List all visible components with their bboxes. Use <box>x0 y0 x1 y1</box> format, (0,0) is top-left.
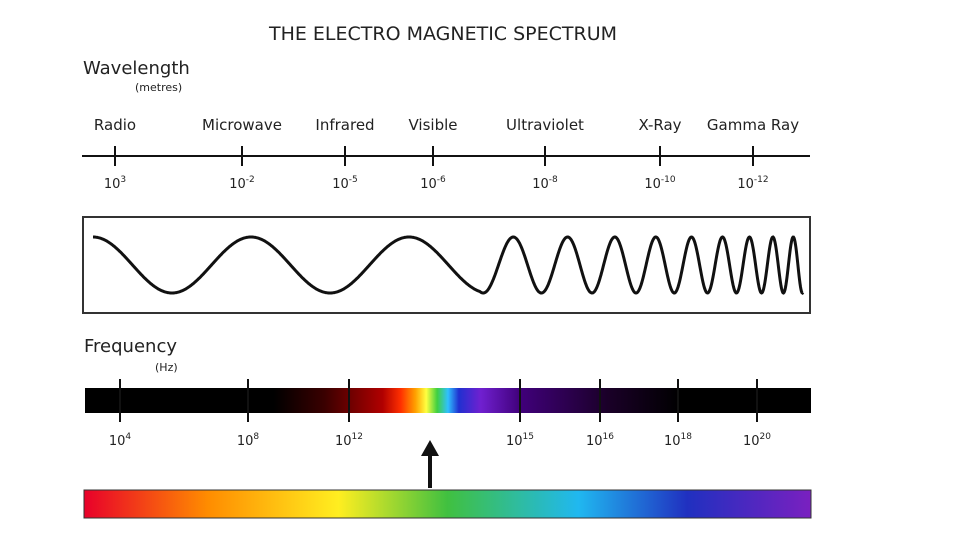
wavelength-tick-label-base: 10 <box>737 177 754 192</box>
frequency-tick-label-base: 10 <box>109 434 126 449</box>
visible-spectrum-bar <box>83 489 812 519</box>
wavelength-tick-label-exp: -8 <box>549 175 558 185</box>
band-name: Radio <box>94 116 136 134</box>
wave <box>93 235 805 295</box>
frequency-tick-label-base: 10 <box>586 434 603 449</box>
wavelength-unit: (metres) <box>135 81 182 94</box>
frequency-tick-label: 1020 <box>743 432 771 449</box>
frequency-tick-label: 108 <box>237 432 260 449</box>
wavelength-tick-label: 10-5 <box>332 175 358 192</box>
band-name: Infrared <box>315 116 374 134</box>
frequency-tick-label: 1015 <box>506 432 534 449</box>
wavelength-label: Wavelength <box>83 58 190 79</box>
wavelength-tick-label: 10-8 <box>532 175 558 192</box>
wavelength-tick-label: 10-6 <box>420 175 446 192</box>
wavelength-tick-label-base: 10 <box>420 177 437 192</box>
frequency-tick-label-base: 10 <box>237 434 254 449</box>
frequency-tick-label-exp: 12 <box>352 432 363 442</box>
frequency-tick-label-exp: 18 <box>681 432 693 442</box>
wavelength-tick-label: 10-12 <box>737 175 768 192</box>
band-name: Gamma Ray <box>707 116 799 134</box>
frequency-tick-label-base: 10 <box>743 434 760 449</box>
frequency-tick-label: 1018 <box>664 432 692 449</box>
frequency-tick-label-exp: 20 <box>760 432 772 442</box>
band-name: Microwave <box>202 116 282 134</box>
frequency-tick-label-base: 10 <box>664 434 681 449</box>
wavelength-tick-label-exp: -5 <box>349 175 358 185</box>
title: THE ELECTRO MAGNETIC SPECTRUM <box>268 23 617 45</box>
frequency-tick-label-exp: 15 <box>523 432 534 442</box>
frequency-tick-label-base: 10 <box>335 434 352 449</box>
wavelength-tick-label-exp: -6 <box>437 175 446 185</box>
wavelength-tick-label-exp: -2 <box>246 175 255 185</box>
wavelength-tick-label-base: 10 <box>644 177 661 192</box>
arrow-head <box>421 440 439 456</box>
wavelength-tick-label: 103 <box>104 175 126 192</box>
frequency-label: Frequency <box>84 336 177 357</box>
frequency-tick-label-exp: 8 <box>253 432 259 442</box>
wavelength-tick-label-base: 10 <box>229 177 246 192</box>
frequency-tick-label-exp: 4 <box>125 432 131 442</box>
wavelength-tick-label-exp: 3 <box>120 175 126 185</box>
frequency-tick-label: 1016 <box>586 432 614 449</box>
wavelength-tick-label-base: 10 <box>532 177 549 192</box>
frequency-bar <box>85 388 811 413</box>
frequency-unit: (Hz) <box>155 361 178 374</box>
frequency-tick-label: 104 <box>109 432 132 449</box>
wavelength-tick-label-base: 10 <box>104 177 121 192</box>
frequency-tick-label-exp: 16 <box>603 432 615 442</box>
band-name: Ultraviolet <box>506 116 584 134</box>
frequency-tick-label-base: 10 <box>506 434 523 449</box>
wavelength-tick-label-exp: -10 <box>661 175 676 185</box>
wavelength-tick-label: 10-10 <box>644 175 676 192</box>
band-name: Visible <box>409 116 458 134</box>
wavelength-tick-label: 10-2 <box>229 175 255 192</box>
frequency-tick-label: 1012 <box>335 432 363 449</box>
wavelength-tick-label-exp: -12 <box>754 175 769 185</box>
band-name: X-Ray <box>638 116 681 134</box>
wavelength-tick-label-base: 10 <box>332 177 349 192</box>
